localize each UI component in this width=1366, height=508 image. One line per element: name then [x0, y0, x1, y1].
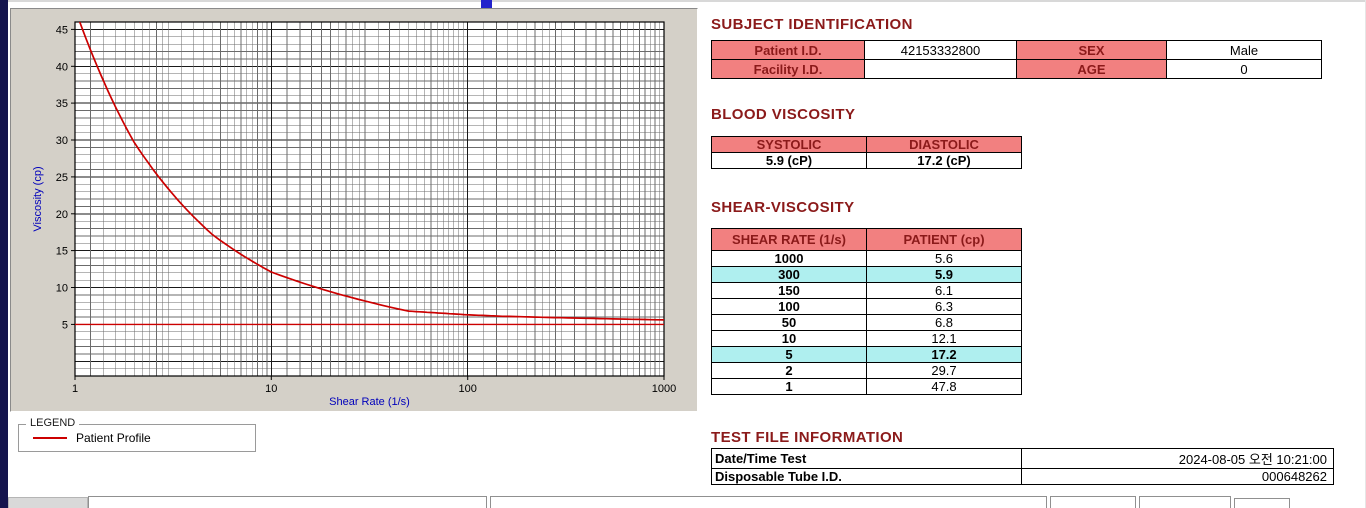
systolic-header: SYSTOLIC	[711, 136, 867, 153]
svg-text:10: 10	[265, 383, 277, 395]
svg-text:40: 40	[56, 61, 68, 73]
disposable-tube-id-label: Disposable Tube I.D.	[711, 468, 1022, 485]
shear-viscosity-row: 50 6.8	[711, 314, 1022, 331]
svg-text:5: 5	[62, 319, 68, 331]
subject-identification-table: Patient I.D. 42153332800 SEX Male Facili…	[711, 40, 1322, 79]
bottom-window-fragment[interactable]	[490, 496, 1047, 508]
shear-viscosity-row: 2 29.7	[711, 362, 1022, 379]
shear-viscosity-row: 100 6.3	[711, 298, 1022, 315]
patient-viscosity-cell: 47.8	[866, 378, 1022, 395]
facility-id-value	[864, 59, 1017, 79]
table-row: Patient I.D. 42153332800 SEX Male	[711, 40, 1322, 60]
bottom-window-fragment[interactable]	[1139, 496, 1231, 508]
svg-text:Viscosity (cp): Viscosity (cp)	[32, 166, 44, 231]
sex-value: Male	[1166, 40, 1322, 60]
patient-cp-header: PATIENT (cp)	[866, 228, 1022, 251]
svg-text:45: 45	[56, 24, 68, 36]
svg-text:Shear Rate (1/s): Shear Rate (1/s)	[329, 396, 410, 408]
age-label: AGE	[1016, 59, 1167, 79]
svg-text:100: 100	[459, 383, 477, 395]
shear-rate-cell: 1000	[711, 250, 867, 267]
table-row: Facility I.D. AGE 0	[711, 59, 1322, 79]
patient-id-label: Patient I.D.	[711, 40, 865, 60]
shear-viscosity-row: 300 5.9	[711, 266, 1022, 283]
diastolic-header: DIASTOLIC	[866, 136, 1022, 153]
shear-rate-header: SHEAR RATE (1/s)	[711, 228, 867, 251]
shear-rate-cell: 2	[711, 362, 867, 379]
shear-viscosity-row: 5 17.2	[711, 346, 1022, 363]
shear-viscosity-row: 10 12.1	[711, 330, 1022, 347]
patient-viscosity-cell: 6.3	[866, 298, 1022, 315]
shear-viscosity-table-body: 1000 5.6 300 5.9 150 6.1 100 6.3 50 6.8 10 12.1 5 17.…	[711, 250, 1022, 395]
blood-viscosity-table: SYSTOLIC DIASTOLIC 5.9 (cP) 17.2 (cP)	[711, 136, 1022, 169]
shear-viscosity-chart: 5 10 15 20 25 30 35 40 45 1 10 100 1000 Shear Rate (1…	[32, 21, 676, 408]
svg-text:1000: 1000	[652, 383, 676, 395]
patient-viscosity-cell: 6.8	[866, 314, 1022, 331]
svg-text:20: 20	[56, 209, 68, 221]
bottom-window-fragment[interactable]	[8, 497, 88, 508]
shear-viscosity-row: 1 47.8	[711, 378, 1022, 395]
svg-text:1: 1	[72, 383, 78, 395]
viscosity-chart-panel: 5 10 15 20 25 30 35 40 45 1 10 100 1000 Shear Rate (1…	[10, 8, 698, 412]
svg-text:10: 10	[56, 283, 68, 295]
bottom-window-fragment[interactable]	[1050, 496, 1136, 508]
diastolic-value: 17.2 (cP)	[866, 152, 1022, 169]
svg-text:25: 25	[56, 172, 68, 184]
svg-text:30: 30	[56, 135, 68, 147]
patient-viscosity-cell: 12.1	[866, 330, 1022, 347]
legend-series-label: Patient Profile	[76, 431, 151, 445]
bottom-window-fragment[interactable]	[1234, 498, 1290, 508]
age-value: 0	[1166, 59, 1322, 79]
bottom-window-fragment[interactable]	[88, 496, 487, 508]
window-fragment-blue	[481, 0, 492, 9]
left-edge-strip	[0, 0, 8, 508]
shear-rate-cell: 5	[711, 346, 867, 363]
subject-identification-title: SUBJECT IDENTIFICATION	[711, 16, 913, 33]
patient-viscosity-cell: 5.6	[866, 250, 1022, 267]
systolic-value: 5.9 (cP)	[711, 152, 867, 169]
shear-rate-cell: 50	[711, 314, 867, 331]
table-row: Date/Time Test 2024-08-05 오전 10:21:00	[711, 448, 1334, 469]
patient-id-value: 42153332800	[864, 40, 1017, 60]
facility-id-label: Facility I.D.	[711, 59, 865, 79]
patient-viscosity-cell: 17.2	[866, 346, 1022, 363]
disposable-tube-id-value: 000648262	[1021, 468, 1334, 485]
legend-title: LEGEND	[26, 417, 80, 429]
legend-line-sample	[33, 437, 67, 439]
table-row: 5.9 (cP) 17.2 (cP)	[711, 152, 1022, 169]
shear-viscosity-title: SHEAR-VISCOSITY	[711, 199, 855, 216]
shear-rate-cell: 150	[711, 282, 867, 299]
shear-rate-cell: 300	[711, 266, 867, 283]
svg-text:35: 35	[56, 98, 68, 110]
blood-viscosity-title: BLOOD VISCOSITY	[711, 106, 856, 123]
shear-rate-cell: 10	[711, 330, 867, 347]
patient-viscosity-cell: 6.1	[866, 282, 1022, 299]
table-header-row: SHEAR RATE (1/s) PATIENT (cp)	[711, 228, 1022, 251]
shear-viscosity-table: SHEAR RATE (1/s) PATIENT (cp) 1000 5.6 300…	[711, 228, 1022, 395]
patient-viscosity-cell: 29.7	[866, 362, 1022, 379]
date-time-test-label: Date/Time Test	[711, 448, 1022, 469]
test-file-information-title: TEST FILE INFORMATION	[711, 429, 904, 446]
top-divider	[8, 0, 1365, 2]
date-time-test-value: 2024-08-05 오전 10:21:00	[1021, 448, 1334, 469]
patient-viscosity-cell: 5.9	[866, 266, 1022, 283]
shear-viscosity-row: 1000 5.6	[711, 250, 1022, 267]
table-row: Disposable Tube I.D. 000648262	[711, 468, 1334, 485]
test-file-information-table: Date/Time Test 2024-08-05 오전 10:21:00 Di…	[711, 448, 1334, 485]
shear-rate-cell: 100	[711, 298, 867, 315]
svg-text:15: 15	[56, 246, 68, 258]
sex-label: SEX	[1016, 40, 1167, 60]
shear-rate-cell: 1	[711, 378, 867, 395]
shear-viscosity-row: 150 6.1	[711, 282, 1022, 299]
legend-box: LEGEND Patient Profile	[18, 417, 256, 452]
table-row: SYSTOLIC DIASTOLIC	[711, 136, 1022, 153]
